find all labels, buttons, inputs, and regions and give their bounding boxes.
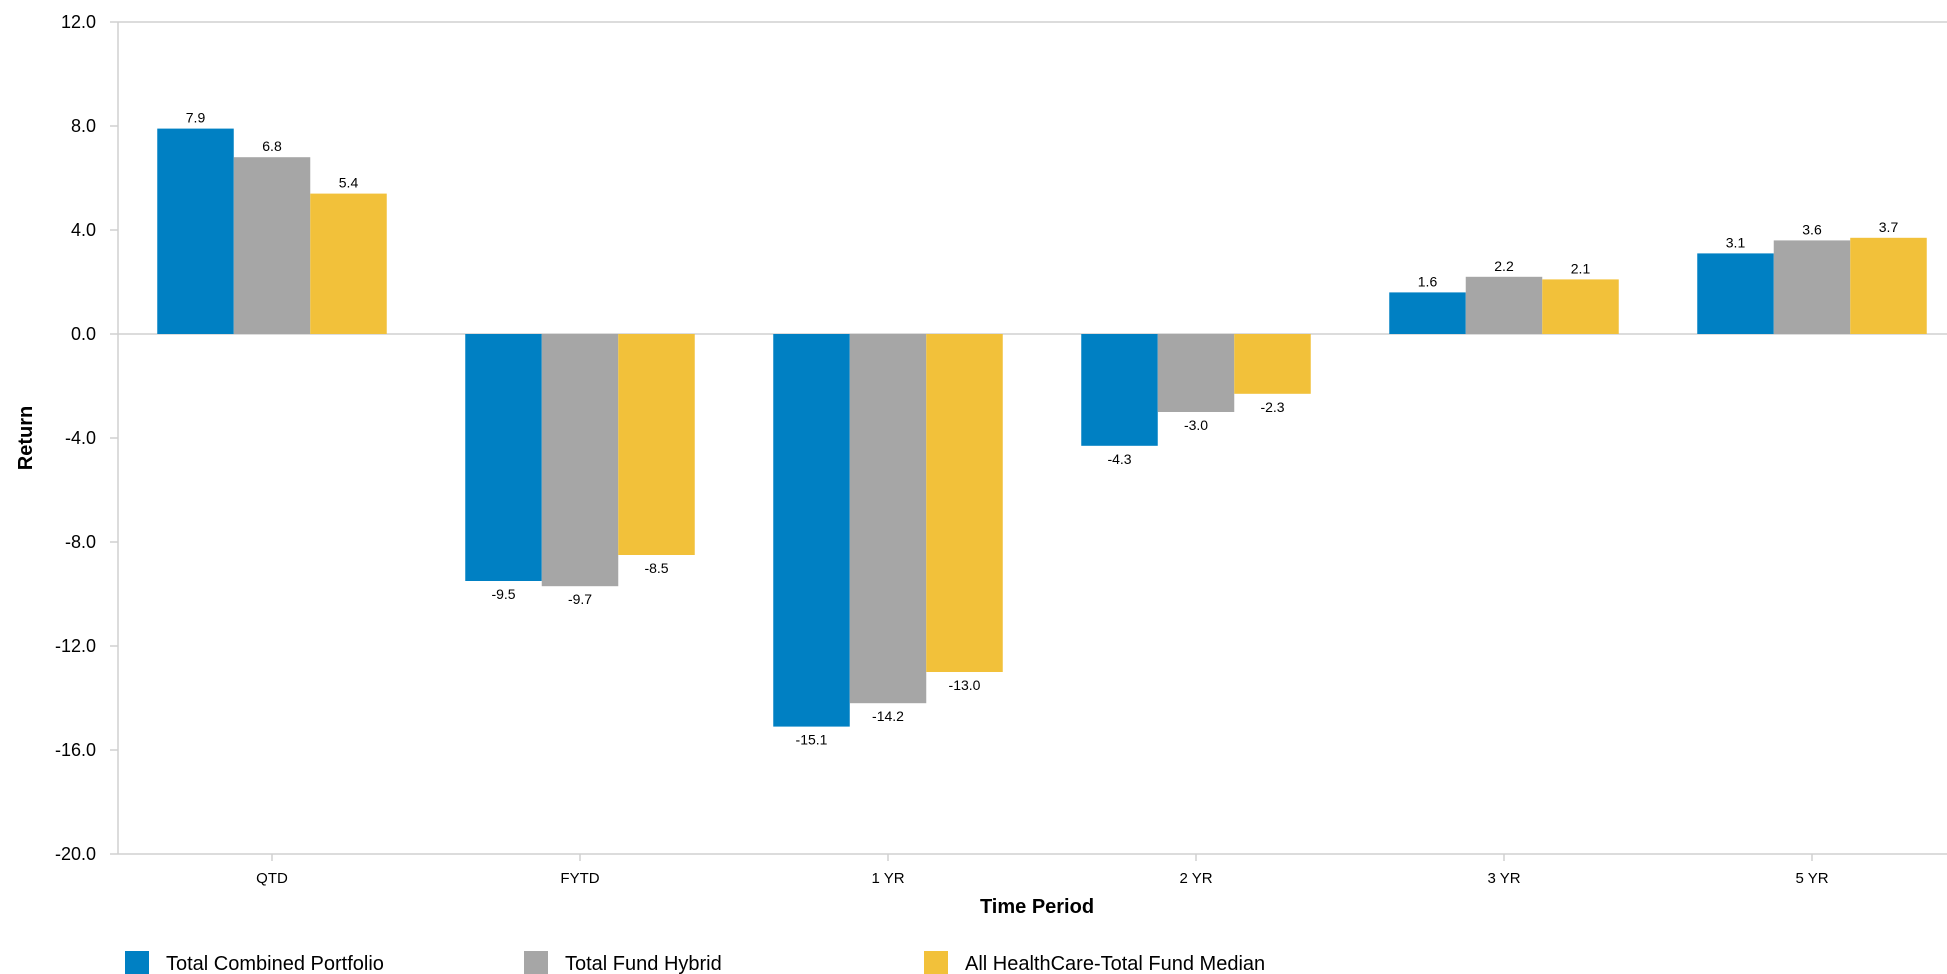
x-axis: QTD FYTD 1 YR 2 YR 3 YR 5 YR	[256, 854, 1829, 887]
legend-label: Total Combined Portfolio	[166, 953, 384, 974]
bar	[233, 157, 311, 334]
bar	[1773, 240, 1851, 334]
y-tick-label: 4.0	[71, 220, 96, 240]
legend-label: All HealthCare-Total Fund Median	[965, 953, 1265, 974]
x-axis-title: Time Period	[980, 896, 1094, 918]
bar	[1157, 334, 1235, 412]
bar	[1465, 276, 1543, 334]
x-tick-label: 3 YR	[1487, 870, 1520, 887]
bar	[1697, 253, 1774, 334]
y-axis: 12.0 8.0 4.0 0.0 -4.0 -8.0 -12.0 -16.0 -20.0	[55, 12, 118, 864]
data-label: 3.1	[1726, 234, 1746, 250]
x-tick-label: QTD	[256, 870, 288, 887]
bar	[465, 334, 542, 581]
y-tick-label: -8.0	[65, 532, 96, 552]
data-label: 3.6	[1802, 221, 1822, 237]
data-label: -9.5	[491, 586, 515, 602]
bar	[773, 334, 850, 727]
bar	[926, 334, 1003, 672]
plot-area	[117, 21, 1947, 855]
data-label: -3.0	[1184, 417, 1208, 433]
y-tick-label: 8.0	[71, 116, 96, 136]
bar	[1389, 292, 1466, 334]
data-label: 2.2	[1494, 258, 1514, 274]
y-axis-title: Return	[15, 406, 37, 470]
y-tick-label: -16.0	[55, 740, 96, 760]
data-label: 2.1	[1571, 260, 1591, 276]
x-tick-label: FYTD	[560, 870, 599, 887]
data-label: 5.4	[339, 175, 359, 191]
bar	[310, 193, 387, 334]
data-label: 7.9	[186, 110, 206, 126]
x-tick-label: 5 YR	[1795, 870, 1828, 887]
bar	[1850, 237, 1927, 334]
y-tick-label: -20.0	[55, 844, 96, 864]
y-tick-label: -12.0	[55, 636, 96, 656]
bar	[1542, 279, 1619, 334]
bar	[1234, 334, 1311, 394]
legend: Total Combined Portfolio Total Fund Hybri…	[125, 951, 1265, 974]
legend-swatch	[125, 951, 149, 974]
data-label: -4.3	[1107, 451, 1131, 467]
y-tick-label: -4.0	[65, 428, 96, 448]
data-label: -15.1	[796, 732, 828, 748]
data-label: -14.2	[872, 708, 904, 724]
y-tick-label: 0.0	[71, 324, 96, 344]
bars-group	[157, 128, 1927, 727]
data-label: -2.3	[1260, 399, 1284, 415]
data-label: -8.5	[644, 560, 668, 576]
data-labels-group: 7.9 -9.5 -15.1 -4.3 1.6 3.1 6.8 -9.7 -14.2 -3.0 2.…	[186, 110, 1899, 748]
bar	[849, 334, 927, 704]
x-tick-label: 2 YR	[1179, 870, 1212, 887]
data-label: 6.8	[262, 138, 282, 154]
data-label: -13.0	[949, 677, 981, 693]
data-label: 3.7	[1879, 219, 1899, 235]
y-tick-label: 12.0	[61, 12, 96, 32]
legend-swatch	[924, 951, 948, 974]
data-label: 1.6	[1418, 273, 1438, 289]
legend-label: Total Fund Hybrid	[565, 953, 722, 974]
bar	[1081, 334, 1158, 446]
data-label: -9.7	[568, 591, 592, 607]
x-tick-label: 1 YR	[871, 870, 904, 887]
legend-swatch	[524, 951, 548, 974]
bar	[157, 128, 234, 334]
bar	[618, 334, 695, 555]
bar	[541, 334, 619, 587]
